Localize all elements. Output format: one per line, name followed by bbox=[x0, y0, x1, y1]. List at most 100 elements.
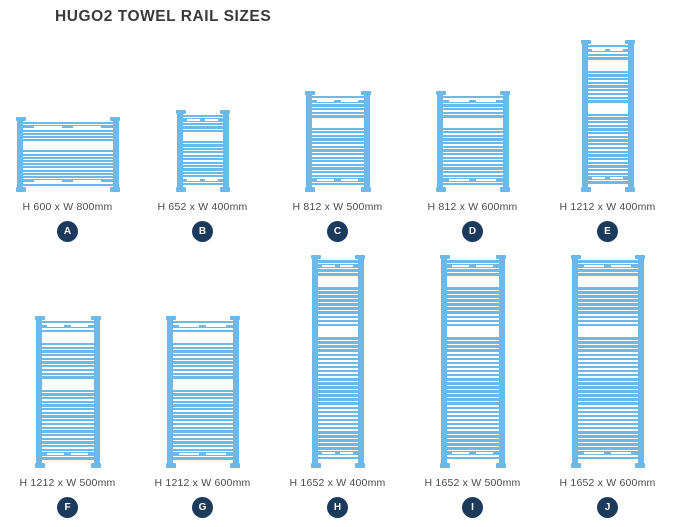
rail-bar bbox=[170, 372, 235, 375]
rail-bar bbox=[575, 431, 640, 434]
rail-foot-left bbox=[310, 463, 321, 468]
towel-rail-graphic bbox=[439, 255, 506, 468]
bracket-notch bbox=[340, 100, 358, 103]
rail-bar bbox=[309, 134, 366, 138]
towel-rail-illustration bbox=[135, 255, 270, 468]
rail-bar bbox=[315, 373, 360, 377]
rail-bar bbox=[180, 183, 225, 186]
option-badge-f[interactable]: F bbox=[57, 497, 78, 518]
rail-bar-stack bbox=[39, 321, 96, 462]
rail-cap-left bbox=[310, 255, 321, 259]
rail-bar bbox=[575, 382, 640, 385]
rail-cap-right bbox=[624, 40, 635, 44]
option-badge-b[interactable]: B bbox=[192, 221, 213, 242]
towel-rail-graphic bbox=[34, 316, 101, 468]
rail-bar bbox=[315, 456, 360, 460]
option-badge-i[interactable]: I bbox=[462, 497, 483, 518]
rail-bar bbox=[315, 357, 360, 361]
rail-bar bbox=[575, 422, 640, 426]
rail-bar bbox=[20, 153, 115, 156]
rail-cap-right bbox=[495, 255, 506, 259]
rail-bar bbox=[585, 146, 630, 150]
rail-foot-right bbox=[219, 187, 230, 192]
rail-bar bbox=[170, 426, 235, 429]
bracket-notch bbox=[179, 325, 199, 328]
option-badge-c[interactable]: C bbox=[327, 221, 348, 242]
rail-bar bbox=[39, 368, 96, 372]
rail-bar bbox=[575, 341, 640, 344]
size-caption: H 1212 x W 600mm bbox=[154, 477, 251, 489]
towel-rail-item-h[interactable]: H 1652 x W 400mm H bbox=[270, 255, 405, 527]
towel-rail-item-e[interactable]: H 1212 x W 400mm E bbox=[540, 40, 675, 250]
rail-post-left bbox=[176, 110, 183, 192]
rail-bar bbox=[575, 303, 640, 306]
towel-rail-item-c[interactable]: H 812 x W 500mm C bbox=[270, 40, 405, 250]
rail-bar bbox=[309, 131, 366, 134]
rail-bar bbox=[585, 172, 630, 176]
rail-bar bbox=[444, 369, 501, 373]
option-badge-g[interactable]: G bbox=[192, 497, 213, 518]
rail-bar bbox=[170, 329, 235, 332]
rail-post-right bbox=[357, 255, 364, 468]
bracket-notch bbox=[205, 119, 219, 122]
rail-bar bbox=[585, 74, 630, 77]
rail-bar bbox=[180, 154, 225, 157]
option-badge-j[interactable]: J bbox=[597, 497, 618, 518]
rail-bar bbox=[315, 337, 360, 340]
rail-bar bbox=[309, 138, 366, 141]
rail-open-gap bbox=[586, 103, 630, 114]
rail-bar bbox=[309, 174, 366, 177]
rail-bar bbox=[440, 167, 505, 170]
rail-bar bbox=[39, 419, 96, 422]
rail-bar bbox=[585, 85, 630, 88]
size-caption: H 1212 x W 400mm bbox=[559, 201, 656, 213]
rail-bar bbox=[170, 361, 235, 364]
rail-post-left bbox=[166, 316, 173, 468]
towel-rail-item-i[interactable]: H 1652 x W 500mm I bbox=[405, 255, 540, 527]
towel-rail-item-d[interactable]: H 812 x W 600mm D bbox=[405, 40, 540, 250]
towel-rail-item-a[interactable]: H 600 x W 800mm A bbox=[0, 40, 135, 250]
rail-bar bbox=[39, 448, 96, 452]
towel-rail-illustration bbox=[0, 40, 135, 192]
option-badge-h[interactable]: H bbox=[327, 497, 348, 518]
rail-foot-left bbox=[175, 187, 186, 192]
rail-bar bbox=[20, 156, 115, 159]
rail-bar bbox=[444, 337, 501, 340]
rail-cap-right bbox=[360, 91, 371, 95]
rail-bar bbox=[39, 376, 96, 379]
rail-bar bbox=[39, 430, 96, 433]
rail-bar bbox=[575, 323, 640, 327]
towel-rail-item-g[interactable]: H 1212 x W 600mm G bbox=[135, 255, 270, 527]
rail-bar bbox=[170, 415, 235, 418]
rail-bar-with-bracket bbox=[20, 125, 115, 129]
rail-bar bbox=[170, 350, 235, 353]
rail-post-right bbox=[363, 91, 370, 192]
option-badge-e[interactable]: E bbox=[597, 221, 618, 242]
rail-bar bbox=[444, 323, 501, 327]
rail-bar bbox=[444, 390, 501, 393]
towel-rail-item-j[interactable]: H 1652 x W 600mm J bbox=[540, 255, 675, 527]
rail-foot-right bbox=[495, 463, 506, 468]
rail-bar bbox=[315, 273, 360, 276]
rail-bar bbox=[585, 181, 630, 184]
rail-bar bbox=[170, 389, 235, 392]
rail-cap-left bbox=[34, 316, 45, 320]
rail-bar bbox=[585, 128, 630, 131]
bracket-notch bbox=[611, 264, 631, 267]
rail-bar bbox=[39, 400, 96, 403]
rail-open-gap bbox=[310, 118, 366, 128]
rail-bar bbox=[575, 390, 640, 393]
option-badge-d[interactable]: D bbox=[462, 221, 483, 242]
rail-bar-with-bracket bbox=[585, 48, 630, 53]
bracket-notch bbox=[584, 452, 604, 455]
towel-rail-item-b[interactable]: H 652 x W 400mm B bbox=[135, 40, 270, 250]
rail-bar bbox=[444, 311, 501, 314]
rail-cap-right bbox=[219, 110, 230, 114]
rail-bar bbox=[444, 456, 501, 460]
rail-bar bbox=[585, 150, 630, 153]
rail-bar bbox=[180, 147, 225, 150]
rail-bar bbox=[575, 273, 640, 276]
option-badge-a[interactable]: A bbox=[57, 221, 78, 242]
rail-bar-with-bracket bbox=[444, 451, 501, 456]
towel-rail-item-f[interactable]: H 1212 x W 500mm F bbox=[0, 255, 135, 527]
